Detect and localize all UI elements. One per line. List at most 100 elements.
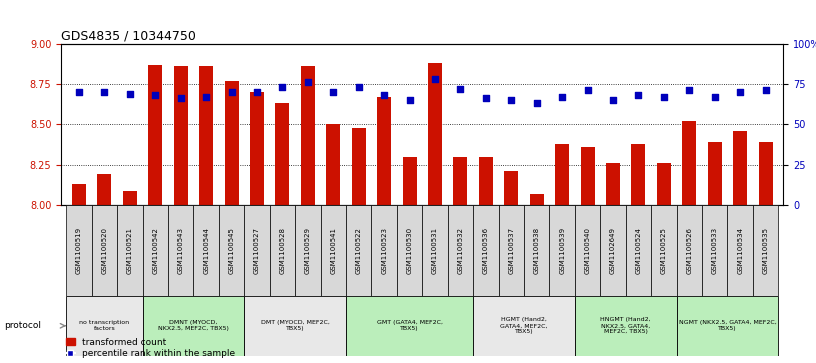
Point — [251, 89, 264, 95]
FancyBboxPatch shape — [651, 205, 676, 296]
Text: GSM1100538: GSM1100538 — [534, 227, 539, 274]
Point — [479, 95, 492, 101]
Bar — [733, 131, 747, 205]
Text: GSM1102649: GSM1102649 — [610, 227, 616, 274]
Bar — [504, 171, 518, 205]
Text: GSM1100541: GSM1100541 — [330, 227, 336, 274]
Text: GSM1100536: GSM1100536 — [483, 227, 489, 274]
FancyBboxPatch shape — [66, 205, 91, 296]
Point — [606, 97, 619, 103]
Text: GSM1100537: GSM1100537 — [508, 227, 514, 274]
FancyBboxPatch shape — [244, 205, 270, 296]
Text: GSM1100522: GSM1100522 — [356, 227, 361, 274]
Bar — [580, 147, 595, 205]
FancyBboxPatch shape — [168, 205, 193, 296]
FancyBboxPatch shape — [346, 205, 371, 296]
FancyBboxPatch shape — [473, 205, 499, 296]
FancyBboxPatch shape — [143, 205, 168, 296]
Bar — [454, 156, 468, 205]
Bar — [402, 156, 416, 205]
FancyBboxPatch shape — [448, 205, 473, 296]
FancyBboxPatch shape — [321, 205, 346, 296]
Bar — [326, 124, 340, 205]
FancyBboxPatch shape — [727, 205, 753, 296]
FancyBboxPatch shape — [143, 296, 244, 356]
Text: GSM1100540: GSM1100540 — [584, 227, 591, 274]
Text: GSM1100530: GSM1100530 — [406, 227, 413, 274]
Bar — [250, 92, 264, 205]
Point — [759, 87, 772, 93]
Text: GSM1100520: GSM1100520 — [101, 227, 108, 274]
Point — [403, 97, 416, 103]
Bar — [682, 121, 696, 205]
FancyBboxPatch shape — [371, 205, 397, 296]
Bar — [428, 63, 442, 205]
Text: GSM1100532: GSM1100532 — [458, 227, 463, 274]
Legend: transformed count, percentile rank within the sample: transformed count, percentile rank withi… — [66, 338, 235, 359]
Point — [378, 92, 391, 98]
Bar — [149, 65, 162, 205]
FancyBboxPatch shape — [423, 205, 448, 296]
Text: GSM1100524: GSM1100524 — [636, 227, 641, 274]
Bar — [224, 81, 238, 205]
Point — [505, 97, 518, 103]
FancyBboxPatch shape — [219, 205, 244, 296]
Bar — [657, 163, 671, 205]
Text: GSM1100531: GSM1100531 — [432, 227, 438, 274]
Text: HGMT (Hand2,
GATA4, MEF2C,
TBX5): HGMT (Hand2, GATA4, MEF2C, TBX5) — [500, 318, 548, 334]
Point — [326, 89, 339, 95]
Point — [454, 86, 467, 92]
Text: DMT (MYOCD, MEF2C,
TBX5): DMT (MYOCD, MEF2C, TBX5) — [260, 321, 330, 331]
FancyBboxPatch shape — [91, 205, 118, 296]
Bar — [123, 191, 137, 205]
Point — [73, 89, 86, 95]
Text: HNGMT (Hand2,
NKX2.5, GATA4,
MEF2C, TBX5): HNGMT (Hand2, NKX2.5, GATA4, MEF2C, TBX5… — [601, 318, 651, 334]
Point — [734, 89, 747, 95]
FancyBboxPatch shape — [574, 205, 601, 296]
FancyBboxPatch shape — [397, 205, 423, 296]
FancyBboxPatch shape — [244, 296, 346, 356]
Text: GSM1100519: GSM1100519 — [76, 227, 82, 274]
Bar — [377, 97, 391, 205]
Text: GSM1100521: GSM1100521 — [126, 227, 133, 274]
Text: GSM1100542: GSM1100542 — [153, 227, 158, 274]
Text: GSM1100545: GSM1100545 — [228, 227, 234, 274]
FancyBboxPatch shape — [295, 205, 321, 296]
FancyBboxPatch shape — [574, 296, 676, 356]
Bar — [606, 163, 620, 205]
Bar — [632, 144, 645, 205]
Point — [276, 84, 289, 90]
Bar — [97, 174, 112, 205]
Text: GSM1100533: GSM1100533 — [712, 227, 718, 274]
Text: GSM1100523: GSM1100523 — [381, 227, 387, 274]
FancyBboxPatch shape — [473, 296, 574, 356]
Text: GSM1100528: GSM1100528 — [279, 227, 286, 274]
Point — [658, 94, 671, 100]
Bar — [276, 103, 290, 205]
Bar — [707, 142, 721, 205]
FancyBboxPatch shape — [753, 205, 778, 296]
Text: GDS4835 / 10344750: GDS4835 / 10344750 — [61, 29, 196, 42]
Point — [301, 79, 314, 85]
Text: GSM1100544: GSM1100544 — [203, 227, 209, 274]
FancyBboxPatch shape — [549, 205, 574, 296]
Point — [225, 89, 238, 95]
Text: GMT (GATA4, MEF2C,
TBX5): GMT (GATA4, MEF2C, TBX5) — [376, 321, 442, 331]
Bar — [530, 194, 543, 205]
Text: GSM1100527: GSM1100527 — [254, 227, 260, 274]
Point — [200, 94, 213, 100]
Text: GSM1100539: GSM1100539 — [559, 227, 565, 274]
Point — [98, 89, 111, 95]
FancyBboxPatch shape — [702, 205, 727, 296]
FancyBboxPatch shape — [676, 296, 778, 356]
Point — [174, 95, 187, 101]
FancyBboxPatch shape — [66, 296, 143, 356]
Point — [708, 94, 721, 100]
Point — [353, 84, 366, 90]
FancyBboxPatch shape — [346, 296, 473, 356]
Bar — [479, 156, 493, 205]
Text: GSM1100534: GSM1100534 — [737, 227, 743, 274]
Text: GSM1100543: GSM1100543 — [178, 227, 184, 274]
Text: GSM1100529: GSM1100529 — [305, 227, 311, 274]
Text: DMNT (MYOCD,
NKX2.5, MEF2C, TBX5): DMNT (MYOCD, NKX2.5, MEF2C, TBX5) — [158, 321, 228, 331]
